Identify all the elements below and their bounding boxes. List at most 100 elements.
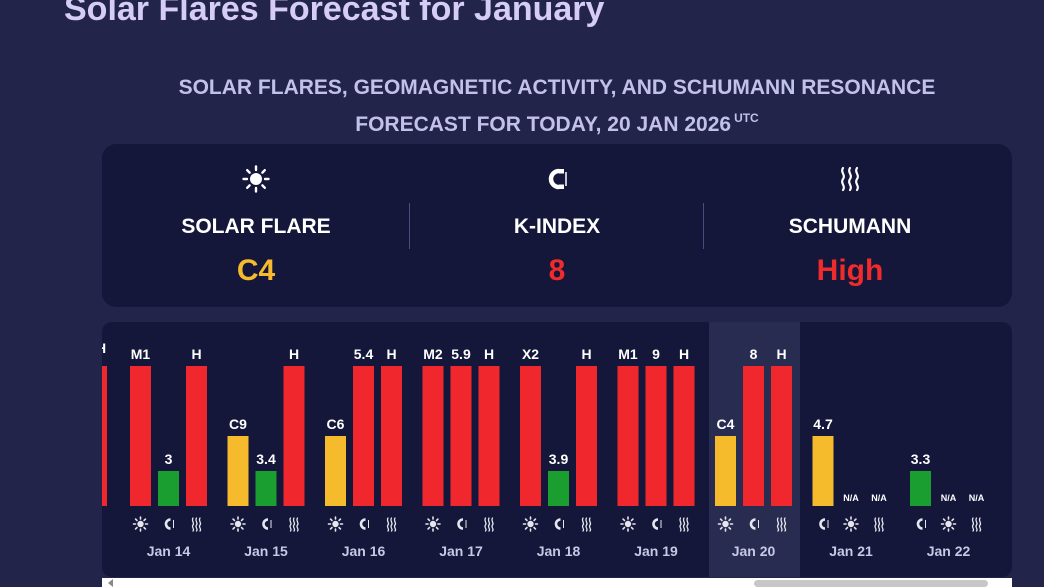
- bar-kindex[interactable]: [910, 471, 931, 506]
- magnet-icon: [457, 518, 467, 530]
- bar-label: C4: [717, 416, 735, 432]
- bar-label: C6: [327, 416, 345, 432]
- subtitle-line-1: SOLAR FLARES, GEOMAGNETIC ACTIVITY, AND …: [178, 76, 936, 99]
- sun-icon: [425, 516, 441, 532]
- bar-label: 5.9: [451, 346, 471, 362]
- scroll-thumb[interactable]: [754, 580, 988, 587]
- date-label: Jan 14: [147, 543, 191, 559]
- bar-solar[interactable]: [422, 366, 444, 506]
- bar-solar[interactable]: [617, 366, 639, 506]
- bar-schumann[interactable]: [576, 366, 597, 506]
- bar-kindex[interactable]: [353, 366, 374, 506]
- bar-label-na: N/A: [871, 493, 887, 503]
- date-label: Jan 17: [439, 543, 483, 559]
- bar-schumann[interactable]: [771, 366, 792, 506]
- magnet-icon: [554, 518, 564, 530]
- bar-label: H: [102, 340, 106, 356]
- bar-label: H: [679, 346, 689, 362]
- summary-value: C4: [236, 254, 276, 287]
- date-label: Jan 21: [829, 543, 873, 559]
- bar-kindex[interactable]: [255, 471, 277, 506]
- bar-partial: [102, 366, 107, 506]
- bar-label: H: [484, 346, 494, 362]
- waves-icon: [679, 517, 689, 532]
- bar-label: H: [581, 346, 591, 362]
- today-summary-panel: SOLAR FLARE C4 K-INDEX 8 SCHUMANN High: [102, 144, 1012, 307]
- bar-schumann[interactable]: [381, 366, 402, 506]
- sun-icon: [717, 516, 734, 532]
- bar-label: 3.3: [911, 451, 931, 467]
- bar-label-na: N/A: [969, 493, 985, 503]
- sun-icon: [522, 516, 539, 532]
- bar-schumann[interactable]: [283, 366, 305, 506]
- page-title: Solar Flares Forecast for January: [64, 0, 605, 28]
- bar-solar[interactable]: [227, 436, 249, 506]
- date-label: Jan 22: [927, 543, 971, 559]
- summary-label: K-INDEX: [513, 215, 601, 238]
- sun-icon: [132, 516, 149, 532]
- bar-solar[interactable]: [130, 366, 151, 506]
- bar-schumann[interactable]: [673, 366, 695, 506]
- summary-label: SOLAR FLARE: [181, 215, 331, 238]
- bar-schumann[interactable]: [186, 366, 207, 506]
- bar-label: M1: [618, 346, 638, 362]
- magnet-icon: [359, 518, 369, 530]
- forecast-chart[interactable]: H M1 3 H Jan 14 C9 3.4 H Jan 15 C6 5.4 H Jan 16 M2 5.9…: [102, 322, 1012, 577]
- bar-solar[interactable]: [325, 436, 346, 506]
- magnet-icon: [262, 518, 272, 530]
- sun-icon: [843, 516, 859, 532]
- summary-value: 8: [548, 254, 566, 287]
- date-label: Jan 19: [634, 543, 678, 559]
- bar-label: C9: [229, 416, 247, 432]
- sun-icon: [620, 516, 636, 532]
- bar-schumann[interactable]: [478, 366, 500, 506]
- subtitle-date: FORECAST FOR TODAY, 20 JAN 2026: [355, 113, 732, 136]
- magnet-icon: [652, 518, 662, 530]
- forecast-subtitle: SOLAR FLARES, GEOMAGNETIC ACTIVITY, AND …: [0, 73, 1044, 140]
- bar-kindex[interactable]: [812, 436, 834, 506]
- bar-label: 4.7: [813, 416, 833, 432]
- waves-icon: [874, 517, 884, 532]
- date-label: Jan 18: [537, 543, 581, 559]
- bar-kindex[interactable]: [450, 366, 472, 506]
- bar-label: H: [386, 346, 396, 362]
- waves-icon: [191, 517, 202, 532]
- divider: [703, 203, 704, 249]
- waves-icon: [971, 517, 982, 532]
- bar-kindex[interactable]: [743, 366, 764, 506]
- bar-label: M2: [423, 346, 443, 362]
- bar-label: 3.9: [549, 451, 569, 467]
- magnet-icon: [749, 518, 759, 530]
- bar-label: 3.4: [256, 451, 276, 467]
- chart-scrollbar[interactable]: [102, 578, 1012, 587]
- sun-icon: [102, 165, 410, 193]
- date-label: Jan 15: [244, 543, 288, 559]
- waves-icon: [289, 517, 299, 532]
- bar-label: H: [776, 346, 786, 362]
- bar-kindex[interactable]: [645, 366, 667, 506]
- bar-label: H: [289, 346, 299, 362]
- bar-label: X2: [522, 346, 539, 362]
- bar-label: M1: [131, 346, 151, 362]
- waves-icon: [696, 166, 1004, 192]
- date-label: Jan 16: [342, 543, 386, 559]
- waves-icon: [776, 517, 787, 532]
- summary-solar-flare: SOLAR FLARE C4: [102, 144, 410, 307]
- sun-icon: [230, 516, 246, 532]
- summary-k-index: K-INDEX 8: [403, 144, 711, 307]
- bar-label: 3: [165, 451, 173, 467]
- magnet-icon: [164, 518, 174, 530]
- bar-kindex[interactable]: [158, 471, 179, 506]
- magnet-icon: [916, 518, 926, 530]
- scroll-left-icon[interactable]: [108, 579, 113, 587]
- date-label: Jan 20: [732, 543, 776, 559]
- sun-icon: [327, 516, 344, 532]
- summary-schumann: SCHUMANN High: [696, 144, 1004, 307]
- bar-solar[interactable]: [520, 366, 541, 506]
- waves-icon: [484, 517, 494, 532]
- bar-kindex[interactable]: [548, 471, 569, 506]
- summary-value: High: [816, 254, 884, 287]
- waves-icon: [386, 517, 397, 532]
- divider: [409, 203, 410, 249]
- bar-solar[interactable]: [715, 436, 736, 506]
